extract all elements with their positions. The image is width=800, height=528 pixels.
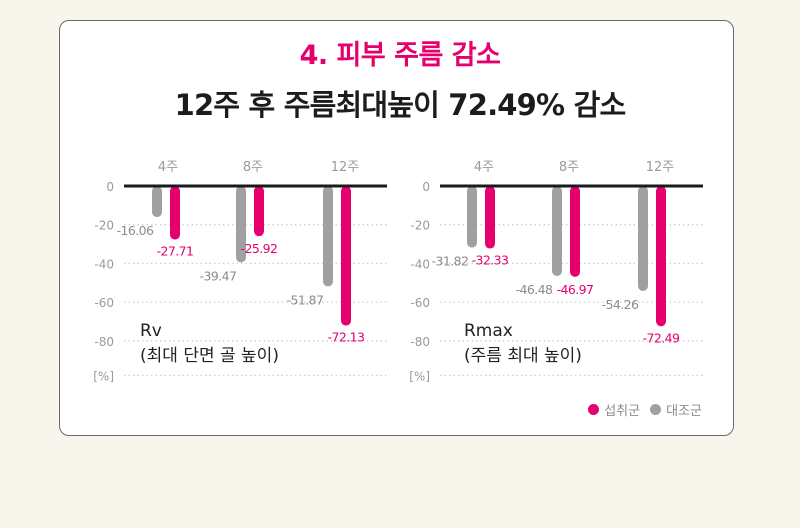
bar-intake [656,186,666,327]
bar-control [467,186,477,248]
y-unit-label: [%] [93,370,114,384]
bar-control [323,186,333,287]
category-label: 8주 [243,160,263,175]
bar-control [152,186,162,218]
metric-description: (주름 최대 높이) [464,346,582,366]
y-tick-label: -20 [94,219,114,233]
category-label: 12주 [646,160,675,175]
y-tick-label: -20 [410,219,430,233]
y-tick-label: -80 [94,335,114,349]
data-label-intake: -32.33 [472,253,509,268]
legend-dot-control [650,404,662,415]
legend-item-intake: 섭취군 [588,400,640,419]
bar-intake [485,186,495,249]
y-tick-label: -40 [410,257,430,271]
data-label-control: -39.47 [200,268,237,283]
bar-intake [254,186,264,237]
category-label: 4주 [474,160,494,175]
data-label-intake: -27.71 [157,244,194,259]
y-tick-label: -40 [94,257,114,271]
data-label-intake: -46.97 [557,282,594,297]
y-tick-label: 0 [422,180,430,194]
y-tick-label: -60 [94,296,114,310]
bar-control [236,186,246,263]
data-label-control: -31.82 [432,254,469,269]
chart-heading: 4. 피부 주름 감소 [299,40,501,71]
data-label-control: -46.48 [516,282,553,297]
legend-dot-intake [588,404,600,415]
legend: 섭취군 대조군 [588,400,702,419]
category-label: 4주 [158,160,178,175]
data-label-control: -51.87 [287,292,324,307]
bar-control [638,186,648,291]
category-label: 8주 [559,160,579,175]
bar-intake [341,186,351,326]
metric-description: (최대 단면 골 높이) [140,346,279,366]
data-label-intake: -25.92 [241,241,278,256]
y-tick-label: -80 [410,335,430,349]
data-label-control: -54.26 [602,297,639,312]
legend-label-intake: 섭취군 [604,404,641,419]
legend-label-control: 대조군 [666,404,702,419]
data-label-control: -16.06 [117,223,154,238]
legend-item-control: 대조군 [650,400,702,419]
metric-label: Rv [140,321,162,341]
bar-intake [170,186,180,240]
data-label-intake: -72.13 [328,330,365,345]
chart-subheading: 12주 후 주름최대높이 72.49% 감소 [174,88,627,122]
y-tick-label: -60 [410,296,430,310]
y-tick-label: 0 [106,180,114,194]
bar-intake [570,186,580,277]
metric-label: Rmax [464,321,513,341]
bar-control [552,186,562,276]
data-label-intake: -72.49 [643,330,680,345]
category-label: 12주 [331,160,360,175]
y-unit-label: [%] [409,370,430,384]
